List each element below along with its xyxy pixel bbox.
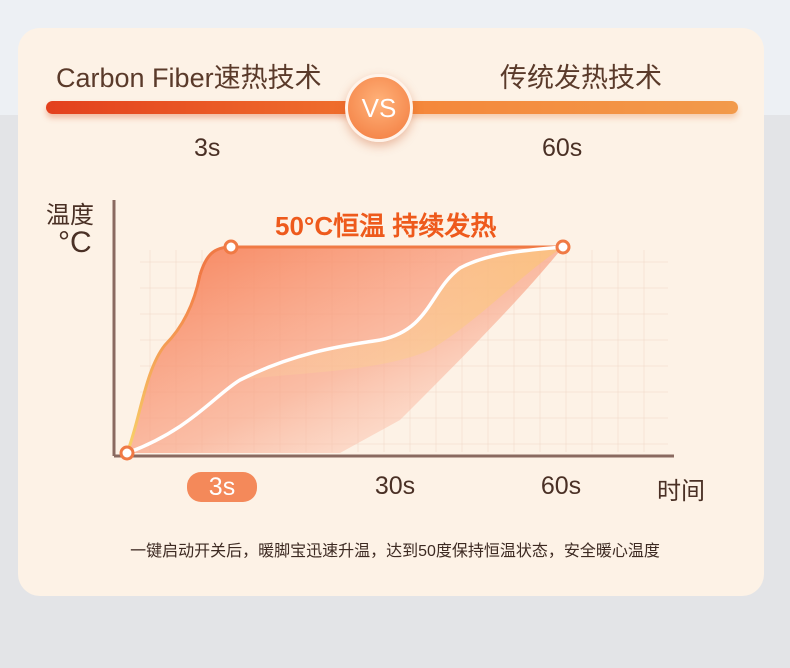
- traditional-title: 传统发热技术: [500, 63, 662, 93]
- carbon-fiber-bar: [46, 101, 366, 114]
- footer-caption: 一键启动开关后，暖脚宝迅速升温，达到50度保持恒温状态，安全暖心温度: [130, 543, 660, 560]
- y-axis-unit: °C: [58, 226, 92, 259]
- x-axis-label: 时间: [657, 478, 705, 505]
- fast-plateau-start-marker: [223, 239, 239, 255]
- x-tick-3s: 3s: [187, 472, 257, 502]
- plateau-end-marker: [555, 239, 571, 255]
- slow-heating-line: [126, 245, 564, 455]
- slow-heating-area: [240, 247, 563, 380]
- constant-temp-annotation: 50°C恒温 持续发热: [275, 211, 497, 241]
- vs-badge: VS: [345, 74, 413, 142]
- traditional-bar: [392, 101, 738, 114]
- fast-heating-rise-edge: [125, 274, 202, 454]
- y-axis-label: 温度: [46, 202, 94, 229]
- traditional-time: 60s: [542, 134, 583, 162]
- start-point-marker: [119, 445, 135, 461]
- x-tick-60s: 60s: [540, 472, 582, 500]
- carbon-fiber-title: Carbon Fiber速热技术: [56, 63, 322, 93]
- x-tick-30s: 30s: [374, 472, 416, 500]
- carbon-fiber-time: 3s: [194, 134, 221, 162]
